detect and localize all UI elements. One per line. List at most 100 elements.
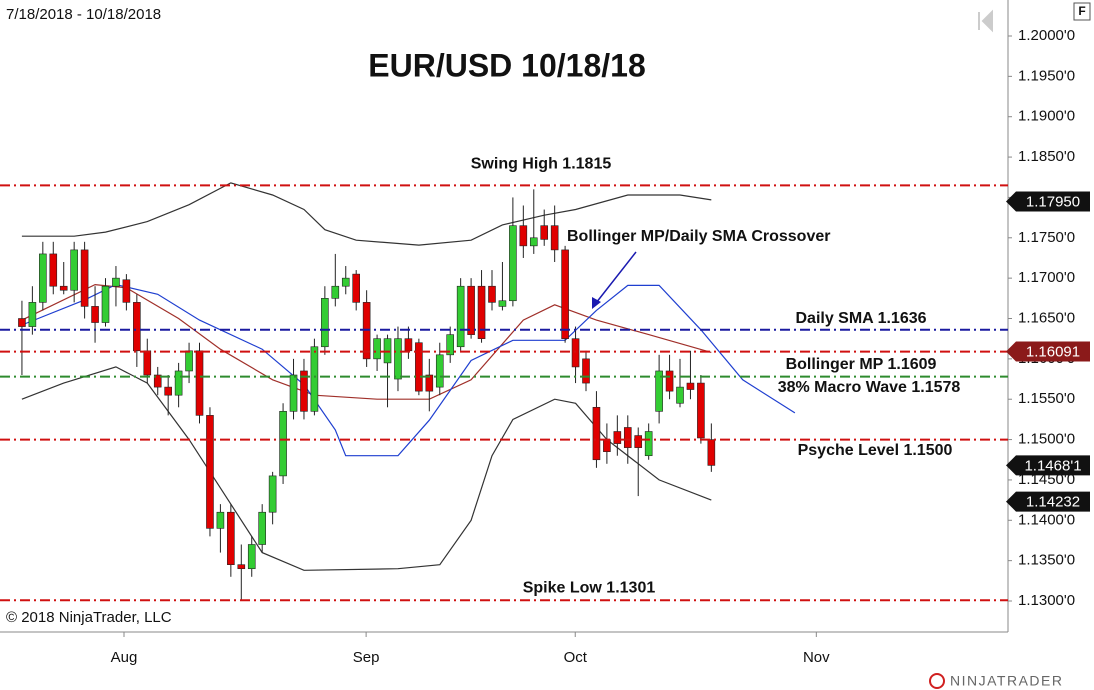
indicator-line [21, 283, 796, 457]
y-tick-label: 1.1500'0 [1018, 431, 1075, 448]
level-label: 38% Macro Wave 1.1578 [778, 379, 961, 396]
y-tick-label: 1.1900'0 [1018, 108, 1075, 125]
candle-body [603, 439, 611, 452]
candle-body [28, 302, 37, 327]
candle-body [686, 382, 695, 390]
candle-body [415, 342, 423, 392]
y-tick-label: 1.1950'0 [1018, 67, 1075, 84]
copyright: © 2018 NinjaTrader, LLC [6, 609, 172, 626]
candle-body [540, 225, 549, 240]
y-tick-label: 1.1300'0 [1018, 592, 1075, 609]
candle-body [101, 285, 110, 323]
candle-body [582, 358, 590, 384]
candle-body [331, 285, 340, 299]
level-label: Swing High 1.1815 [471, 156, 612, 173]
candle-body [697, 382, 705, 439]
y-tick-label: 1.1350'0 [1018, 552, 1075, 569]
x-tick-label: Aug [111, 649, 138, 666]
brand: NINJATRADER [950, 673, 1063, 689]
candle-body [321, 298, 329, 348]
level-label: Daily SMA 1.1636 [795, 310, 926, 327]
candle-body [644, 431, 653, 457]
price-marker-label: 1.16091 [1026, 343, 1080, 360]
x-tick-label: Sep [353, 649, 380, 666]
price-marker-label: 1.17950 [1026, 193, 1080, 210]
chart-title: EUR/USD 10/18/18 [368, 47, 645, 83]
badge: F [1078, 4, 1085, 18]
candle-body [39, 253, 47, 303]
candle-body [529, 237, 538, 247]
candle-body [300, 370, 308, 412]
candle-body [185, 350, 193, 372]
level-label: Spike Low 1.1301 [523, 579, 656, 596]
candle-body [49, 253, 58, 287]
candle-body [613, 431, 622, 444]
annotation: Bollinger MP/Daily SMA Crossover [567, 228, 830, 245]
candle-body [634, 435, 643, 448]
candle-body [571, 338, 580, 368]
price-marker-label: 1.14232 [1026, 494, 1080, 511]
price-marker [1006, 491, 1090, 512]
price-marker [1006, 191, 1090, 212]
candle-body [133, 302, 141, 352]
candle-body [216, 511, 225, 529]
candle-body [122, 279, 131, 303]
candle-body [467, 285, 475, 335]
candle-body [592, 406, 601, 461]
candle-body [435, 354, 444, 388]
candle-body [446, 334, 455, 356]
candle-body [289, 374, 298, 412]
candle-body [70, 249, 78, 291]
candle-body [258, 511, 266, 545]
candle-body [456, 285, 465, 348]
candle-body [247, 544, 256, 570]
candle-body [143, 350, 152, 376]
annotation-arrow [595, 251, 637, 304]
candle-body [227, 511, 235, 565]
candle-body [164, 386, 172, 396]
candle-body [561, 249, 569, 339]
y-tick-label: 1.1700'0 [1018, 269, 1075, 286]
candle-body [153, 374, 162, 388]
candle-body [550, 225, 559, 251]
y-tick-label: 1.1750'0 [1018, 229, 1075, 246]
candle-body [477, 285, 486, 339]
candle-body [509, 225, 517, 302]
candle-body [206, 415, 214, 529]
candle-body [373, 338, 381, 360]
candle-body [665, 370, 674, 392]
candle-body [623, 427, 632, 448]
candle-body [488, 285, 496, 303]
candle-body [112, 277, 120, 287]
candle-body [341, 277, 350, 287]
candle-body [425, 374, 434, 392]
candle-body [237, 564, 246, 570]
badge-box [1073, 2, 1091, 21]
candle-body [268, 475, 277, 513]
x-tick-label: Oct [564, 649, 588, 666]
price-marker [1006, 455, 1090, 476]
indicator-line [21, 283, 712, 400]
candle-body [676, 386, 684, 404]
candle-body [91, 306, 99, 323]
candle-body [498, 300, 507, 307]
candle-body [310, 346, 319, 412]
level-label: Bollinger MP 1.1609 [786, 356, 937, 373]
indicator-line [21, 366, 712, 571]
candle-body [394, 338, 402, 380]
y-tick-label: 1.1650'0 [1018, 309, 1075, 326]
y-tick-label: 1.2000'0 [1018, 27, 1075, 44]
date-range: 7/18/2018 - 10/18/2018 [6, 6, 161, 23]
candle-body [519, 225, 528, 247]
y-tick-label: 1.1400'0 [1018, 511, 1075, 528]
candle-body [174, 370, 183, 396]
price-marker [1006, 341, 1090, 362]
y-tick-label: 1.1850'0 [1018, 148, 1075, 165]
price-marker-label: 1.1468'1 [1024, 457, 1081, 474]
candle-body [404, 338, 413, 352]
candle-body [707, 439, 716, 466]
scroll-icon [978, 9, 993, 33]
x-tick-label: Nov [803, 649, 830, 666]
